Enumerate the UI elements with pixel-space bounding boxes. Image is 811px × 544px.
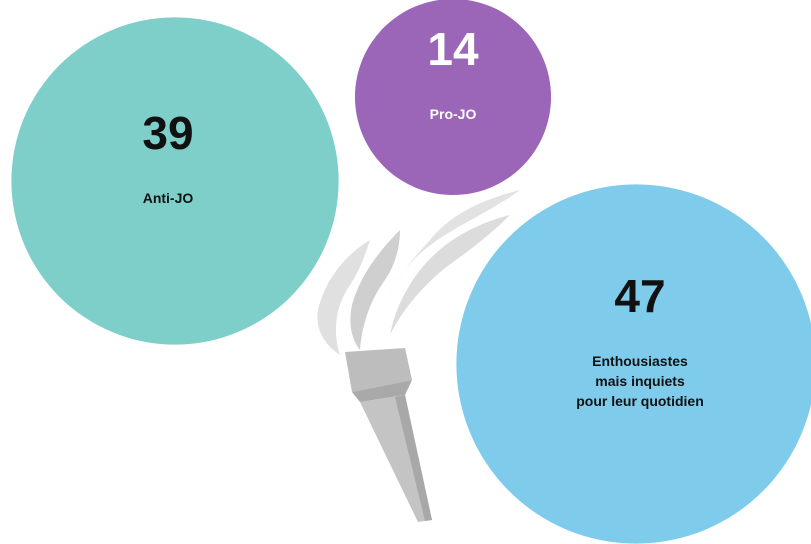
chart: 39 Anti-JO 14 Pro-JO 47 Enthousiastesmais inq…: [0, 0, 811, 544]
bubble-value: 39: [142, 107, 193, 159]
bubble-value: 47: [614, 270, 665, 322]
bubble-label: Anti-JO: [143, 190, 194, 206]
bubble-value: 14: [427, 23, 479, 75]
bubble: [11, 17, 338, 344]
bubble-label: Pro-JO: [430, 106, 477, 122]
